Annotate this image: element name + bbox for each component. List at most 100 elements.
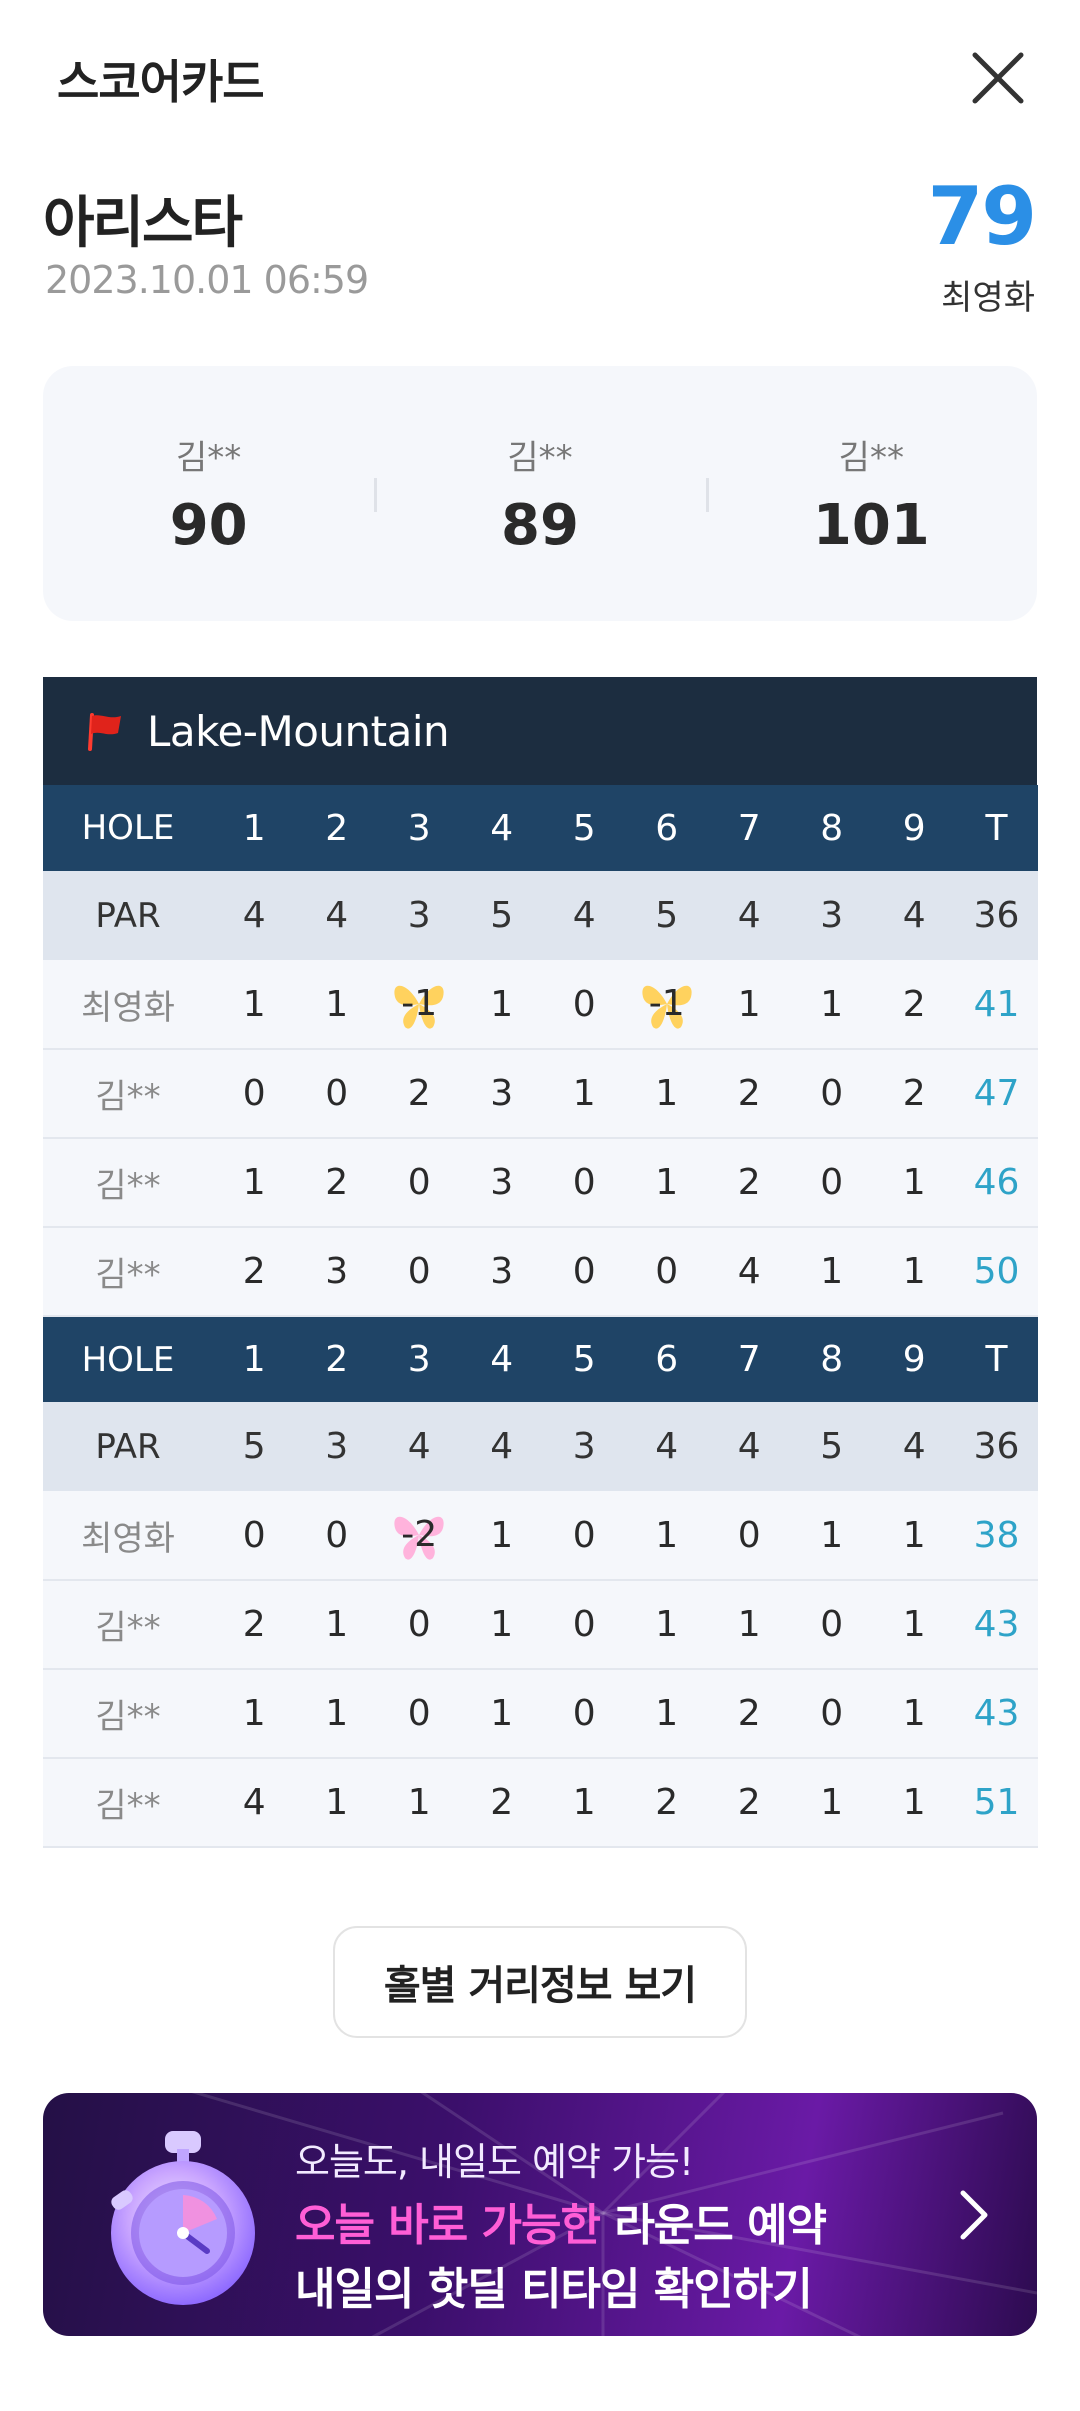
- companion-name: 김**: [838, 437, 904, 478]
- promo-headline-highlight: 오늘 바로 가능한: [295, 2200, 601, 2251]
- hole-number: 7: [708, 1316, 791, 1402]
- promo-banner[interactable]: 오늘도, 내일도 예약 가능! 오늘 바로 가능한 라운드 예약 내일의 핫딜 …: [43, 2093, 1037, 2336]
- hole-score: 1: [213, 1138, 296, 1228]
- par-value: 4: [213, 871, 296, 960]
- player-name: 김**: [43, 1580, 213, 1670]
- hole-score: 0: [543, 1491, 626, 1581]
- hole-score: 1: [873, 1491, 956, 1581]
- par-value: 3: [295, 1402, 378, 1491]
- hole-number: 1: [213, 1316, 296, 1402]
- hole-score: 2: [873, 1049, 956, 1139]
- hole-header-row: HOLE 1 2 3 4 5 6 7 8 9 T: [43, 1316, 1038, 1402]
- hole-number: 5: [543, 785, 626, 871]
- companion-name: 김**: [176, 437, 242, 478]
- hole-score: 1: [873, 1580, 956, 1670]
- chevron-right-icon: [960, 2190, 988, 2240]
- hole-score: 1: [790, 1227, 873, 1317]
- hole-number: 9: [873, 785, 956, 871]
- close-button[interactable]: [965, 45, 1031, 111]
- course-name: 아리스타: [43, 191, 243, 256]
- hole-score: 1: [625, 1491, 708, 1581]
- hole-number: 2: [295, 785, 378, 871]
- hole-score: 1: [460, 960, 543, 1050]
- player-half-total: 50: [955, 1227, 1038, 1317]
- par-value: 5: [213, 1402, 296, 1491]
- hole-score-value: -2: [401, 1514, 438, 1555]
- hole-score: 1: [543, 1049, 626, 1139]
- butterfly-badge-icon: [642, 985, 692, 1029]
- hole-score: 2: [708, 1138, 791, 1228]
- hole-number: 6: [625, 785, 708, 871]
- par-value: 4: [378, 1402, 461, 1491]
- par-value: 36: [955, 871, 1038, 960]
- hole-score: 2: [873, 960, 956, 1050]
- hole-score: 1: [873, 1138, 956, 1228]
- companion-total: 89: [501, 492, 579, 558]
- promo-headline-rest: 라운드 예약: [600, 2200, 827, 2251]
- player-name: 김**: [43, 1227, 213, 1317]
- page-title: 스코어카드: [57, 55, 265, 109]
- hole-number: 3: [378, 785, 461, 871]
- player-half-total: 43: [955, 1580, 1038, 1670]
- companion-total: 101: [812, 492, 930, 558]
- hole-score: 1: [295, 1580, 378, 1670]
- hole-score: -2: [378, 1491, 461, 1581]
- hole-score: 3: [460, 1049, 543, 1139]
- hole-number: 4: [460, 1316, 543, 1402]
- hole-score: 1: [873, 1669, 956, 1759]
- promo-subtitle: 오늘도, 내일도 예약 가능!: [295, 2140, 694, 2184]
- hole-score: 0: [790, 1669, 873, 1759]
- hole-number: 9: [873, 1316, 956, 1402]
- hole-score: 0: [543, 960, 626, 1050]
- par-value: 4: [543, 871, 626, 960]
- hole-score: 1: [873, 1227, 956, 1317]
- companion-scores-card: 김** 90 김** 89 김** 101: [43, 366, 1037, 621]
- player-score-row: 김** 4 1 1 2 1 2 2 1 1 51: [43, 1758, 1038, 1848]
- player-score-row: 최영화 1 1 -1 1 0 -1 1 1 2 41: [43, 960, 1038, 1050]
- hole-score: 2: [708, 1049, 791, 1139]
- hole-number: 7: [708, 785, 791, 871]
- companion-score: 김** 101: [705, 430, 1037, 558]
- hole-number: 5: [543, 1316, 626, 1402]
- hole-score: -1: [625, 960, 708, 1050]
- hole-score: 0: [790, 1580, 873, 1670]
- hole-score-value: -1: [648, 983, 685, 1024]
- hole-score: 1: [295, 960, 378, 1050]
- hole-score: 1: [460, 1491, 543, 1581]
- hole-score: 4: [708, 1227, 791, 1317]
- companion-score: 김** 89: [374, 430, 705, 558]
- hole-label: HOLE: [43, 785, 213, 871]
- player-score-row: 최영화 0 0 -2 1 0 1 0 1 1 38: [43, 1491, 1038, 1581]
- player-half-total: 38: [955, 1491, 1038, 1581]
- hole-score: 0: [708, 1491, 791, 1581]
- hole-score: 1: [460, 1669, 543, 1759]
- player-score-row: 김** 2 3 0 3 0 0 4 1 1 50: [43, 1227, 1038, 1317]
- player-name: 김**: [43, 1669, 213, 1759]
- course-banner: Lake-Mountain: [43, 677, 1037, 785]
- close-icon: [972, 52, 1024, 104]
- par-value: 3: [790, 871, 873, 960]
- player-score-row: 김** 1 2 0 3 0 1 2 0 1 46: [43, 1138, 1038, 1228]
- promo-background-rays: [191, 2093, 1037, 2336]
- birdie-badge: -1: [637, 975, 697, 1033]
- hole-score: 2: [708, 1758, 791, 1848]
- hole-number: T: [955, 785, 1038, 871]
- par-row: PAR 5 3 4 4 3 4 4 5 4 36: [43, 1402, 1038, 1491]
- hole-score: 1: [295, 1758, 378, 1848]
- player-half-total: 46: [955, 1138, 1038, 1228]
- hole-number: T: [955, 1316, 1038, 1402]
- player-score-row: 김** 2 1 0 1 0 1 1 0 1 43: [43, 1580, 1038, 1670]
- stopwatch-icon: [111, 2131, 255, 2305]
- hole-score: 0: [378, 1227, 461, 1317]
- header-bar: 스코어카드: [0, 0, 1080, 150]
- hole-score: 0: [790, 1049, 873, 1139]
- hole-distance-button[interactable]: 홀별 거리정보 보기: [333, 1926, 747, 2038]
- par-value: 3: [378, 871, 461, 960]
- hole-score: 1: [708, 1580, 791, 1670]
- companion-score: 김** 90: [43, 430, 374, 558]
- hole-score: 1: [295, 1669, 378, 1759]
- hole-score: 0: [378, 1580, 461, 1670]
- par-value: 4: [460, 1402, 543, 1491]
- hole-score: 1: [543, 1758, 626, 1848]
- hole-score: 1: [213, 960, 296, 1050]
